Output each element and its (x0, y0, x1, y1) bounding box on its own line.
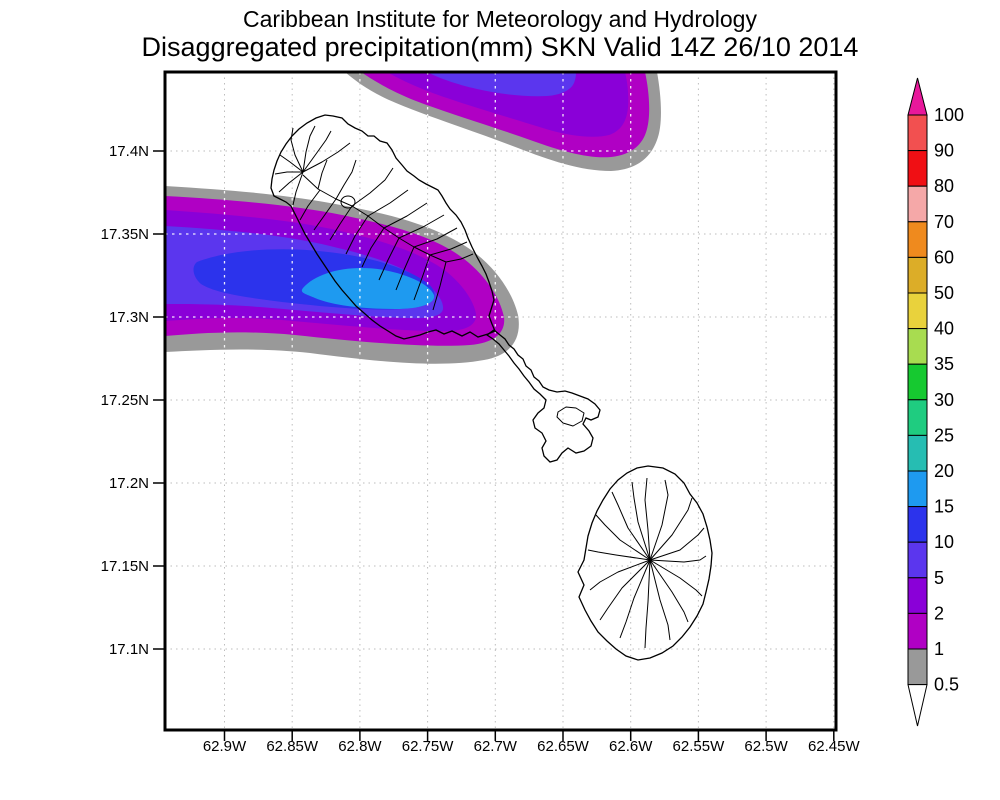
lat-label: 17.1N (109, 641, 149, 658)
colorbar-segment (907, 114, 928, 152)
plot-title: Disaggregated precipitation(mm) SKN Vali… (142, 32, 859, 62)
colorbar-label: 30 (934, 390, 954, 410)
lat-label: 17.35N (101, 226, 149, 243)
lon-label: 62.6W (609, 738, 653, 755)
lon-label: 62.7W (474, 738, 518, 755)
lat-label: 17.3N (109, 309, 149, 326)
lat-label: 17.25N (101, 392, 149, 409)
lon-label: 62.55W (673, 738, 726, 755)
lon-label: 62.75W (402, 738, 455, 755)
nevis-rivers (587, 477, 707, 649)
colorbar-segment (907, 363, 928, 401)
colorbar-segment (907, 612, 928, 650)
graticule-white-overlay (165, 72, 661, 364)
precip-contours (165, 72, 661, 364)
colorbar-segment (907, 150, 928, 187)
colorbar-label: 100 (934, 105, 964, 125)
colorbar-label: 40 (934, 319, 954, 339)
colorbar-label: 2 (934, 603, 944, 623)
lon-label: 62.45W (808, 738, 861, 755)
lat-axis-labels: 17.4N 17.35N 17.3N 17.25N 17.2N 17.15N 1… (101, 143, 149, 658)
colorbar-label: 35 (934, 354, 954, 374)
colorbar-label: 10 (934, 532, 954, 552)
st-kitts-coastline (270, 114, 496, 340)
colorbar-label: 0.5 (934, 675, 959, 695)
colorbar-labels: 100 90 80 70 60 50 40 35 30 25 20 15 10 … (934, 105, 964, 695)
island-nevis (577, 465, 713, 661)
colorbar-segment (907, 577, 928, 614)
colorbar: 100 90 80 70 60 50 40 35 30 25 20 15 10 … (907, 77, 964, 727)
crater-ring (340, 195, 356, 209)
colorbar-label: 80 (934, 176, 954, 196)
colorbar-segment (907, 470, 928, 508)
contour-north-5mm (427, 72, 576, 97)
colorbar-segment (907, 434, 928, 472)
colorbar-label: 60 (934, 247, 954, 267)
colorbar-label: 90 (934, 141, 954, 161)
lon-label: 62.9W (203, 738, 247, 755)
colorbar-label: 70 (934, 212, 954, 232)
colorbar-segment (907, 328, 928, 365)
colorbar-arrow-up (907, 77, 928, 116)
lon-label: 62.8W (338, 738, 382, 755)
southeast-peninsula (485, 329, 601, 463)
institution-title: Caribbean Institute for Meteorology and … (243, 6, 757, 32)
lon-axis-labels: 62.9W 62.85W 62.8W 62.75W 62.7W 62.65W 6… (203, 738, 861, 755)
colorbar-label: 1 (934, 639, 944, 659)
lon-label: 62.65W (537, 738, 590, 755)
colorbar-segment (907, 506, 928, 543)
salt-pond-outline (556, 406, 585, 427)
plot-frame (163, 70, 838, 732)
colorbar-segment (907, 256, 928, 294)
colorbar-label: 5 (934, 568, 944, 588)
lat-label: 17.4N (109, 143, 149, 160)
island-st-kitts (270, 114, 601, 463)
colorbar-label: 50 (934, 283, 954, 303)
nevis-coastline (577, 465, 713, 661)
colorbar-segment (907, 541, 928, 579)
axis-ticks (153, 150, 835, 741)
colorbar-label: 15 (934, 497, 954, 517)
colorbar-arrow-down (907, 684, 928, 727)
lat-label: 17.2N (109, 475, 149, 492)
lon-label: 62.85W (266, 738, 319, 755)
graticule-gray (165, 72, 836, 730)
colorbar-segment (907, 648, 928, 686)
colorbar-segment (907, 292, 928, 330)
st-kitts-rivers (274, 125, 474, 311)
colorbar-label: 25 (934, 425, 954, 445)
colorbar-label: 20 (934, 461, 954, 481)
colorbar-segment (907, 185, 928, 223)
colorbar-segment (907, 221, 928, 258)
colorbar-segment (907, 399, 928, 436)
lon-label: 62.5W (744, 738, 788, 755)
lat-label: 17.15N (101, 558, 149, 575)
